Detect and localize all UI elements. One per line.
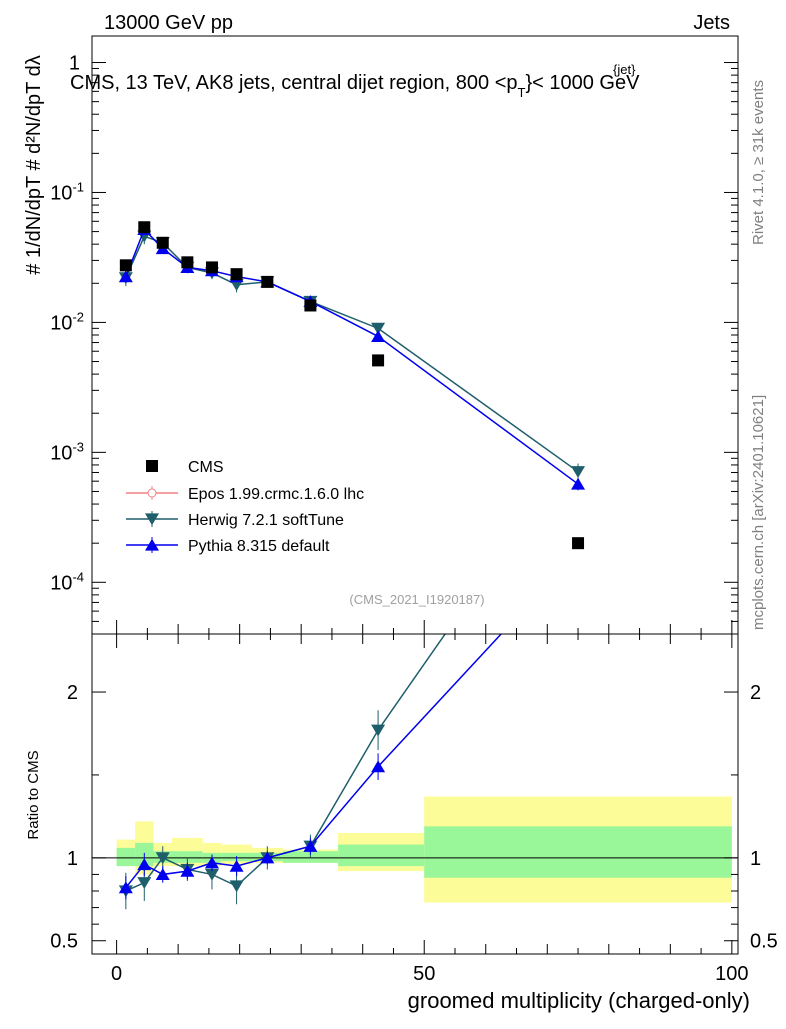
pythia-ratio-point xyxy=(137,858,152,871)
ratio-y-tick-label: 0.5 xyxy=(750,931,778,953)
herwig-ratio-point xyxy=(137,877,152,890)
legend-marker-pythia xyxy=(145,538,159,551)
pythia-ratio-point xyxy=(204,856,219,869)
uncertainty-band-inner xyxy=(338,844,425,867)
herwig-ratio-point xyxy=(571,438,585,450)
ratio-y-tick-label: 0.5 xyxy=(50,931,78,953)
x-tick-label: 100 xyxy=(715,963,748,985)
ratio-line-pythia xyxy=(125,634,503,889)
y-tick-label-base: 10 xyxy=(50,312,72,334)
herwig-ratio-point xyxy=(371,724,386,737)
y-tick-label-base: 10 xyxy=(50,442,72,464)
pythia-point xyxy=(371,330,386,343)
plot-title-sub: T xyxy=(518,85,526,100)
uncertainty-band-inner xyxy=(171,851,203,863)
pythia-ratio-point xyxy=(180,864,195,877)
cms-point xyxy=(205,261,218,274)
y-tick-label: 1 xyxy=(69,53,80,75)
y-tick-label: 10-3 xyxy=(50,439,84,464)
legend-marker-cms xyxy=(146,460,158,472)
uncertainty-band-inner xyxy=(116,847,136,867)
mcplots-label: mcplots.cern.ch [arXiv:2401.10621] xyxy=(750,395,767,630)
cms-point xyxy=(572,537,585,550)
pythia-ratio-point xyxy=(118,881,133,894)
herwig-point xyxy=(371,322,386,335)
y-tick-label-exp: -3 xyxy=(72,439,84,454)
cms-point xyxy=(372,354,385,367)
y-tick-label-exp: -1 xyxy=(72,179,84,194)
ratio-frame xyxy=(91,633,739,955)
legend-label-herwig: Herwig 7.2.1 softTune xyxy=(188,512,344,529)
y-tick-label-base: 10 xyxy=(50,182,72,204)
x-axis-label: groomed multiplicity (charged-only) xyxy=(408,988,750,1013)
cms-point xyxy=(181,256,194,269)
y-tick-label-base: 10 xyxy=(50,572,72,594)
y-tick-label-exp: -4 xyxy=(72,569,84,584)
legend-marker-epos xyxy=(147,488,157,498)
y-tick-label-exp: -2 xyxy=(72,309,84,324)
x-tick-label: 50 xyxy=(413,963,435,985)
series-line-pythia xyxy=(125,228,579,485)
cms-point xyxy=(230,268,243,281)
cms-point xyxy=(261,275,274,288)
pythia-point xyxy=(571,477,586,490)
herwig-ratio-point xyxy=(204,868,219,881)
rivet-label: Rivet 4.1.0, ≥ 31k events xyxy=(750,80,767,245)
herwig-ratio-point xyxy=(155,852,170,865)
ratio-y-tick-label: 1 xyxy=(750,848,761,870)
ratio-y-tick-label: 1 xyxy=(67,848,78,870)
ratio-ylabel: Ratio to CMS xyxy=(25,750,42,839)
process-label: Jets xyxy=(693,12,730,34)
main-ylabel-text: # 1/dN/dpT # d²N/dpT dλ xyxy=(23,55,45,274)
cms-point xyxy=(119,259,132,272)
pythia-ratio-point xyxy=(303,839,318,852)
uncertainty-band-inner xyxy=(424,826,732,878)
pythia-ratio-point xyxy=(155,868,170,881)
legend-label-cms: CMS xyxy=(188,459,224,476)
plot-title: CMS, 13 TeV, AK8 jets, central dijet reg… xyxy=(70,72,640,100)
plot-title-end: }< 1000 GeV xyxy=(525,72,640,94)
y-tick-label: 10-2 xyxy=(50,309,84,334)
ratio-y-tick-label: 2 xyxy=(750,682,761,704)
cms-point xyxy=(156,236,169,249)
legend: CMS Epos 1.99.crmc.1.6.0 lhc Herwig 7.2.1 … xyxy=(126,459,364,555)
herwig-point xyxy=(571,466,586,478)
energy-label: 13000 GeV pp xyxy=(104,12,233,34)
plot-title-main: CMS, 13 TeV, AK8 jets, central dijet reg… xyxy=(70,72,518,94)
main-ylabel: # 1/dN/dpT # d²N/dpT dλ xyxy=(23,55,45,274)
series-line-herwig xyxy=(125,235,579,473)
y-tick-label: 10-1 xyxy=(50,179,84,204)
legend-marker-herwig xyxy=(145,513,159,526)
x-tick-label: 0 xyxy=(111,963,122,985)
legend-label-pythia: Pythia 8.315 default xyxy=(188,538,330,555)
herwig-ratio-point xyxy=(229,880,244,893)
pythia-ratio-point xyxy=(260,851,275,864)
legend-label-epos: Epos 1.99.crmc.1.6.0 lhc xyxy=(188,486,364,503)
y-tick-label: 10-4 xyxy=(50,569,84,594)
pythia-point xyxy=(118,270,133,283)
plot-title-sup: {jet} xyxy=(613,62,636,77)
cms-point xyxy=(138,221,151,234)
pythia-ratio-point xyxy=(371,760,386,773)
ratio-y-tick-label: 2 xyxy=(67,682,78,704)
analysis-id: (CMS_2021_I1920187) xyxy=(349,592,484,607)
pythia-ratio-point xyxy=(229,859,244,872)
cms-point xyxy=(304,299,317,312)
